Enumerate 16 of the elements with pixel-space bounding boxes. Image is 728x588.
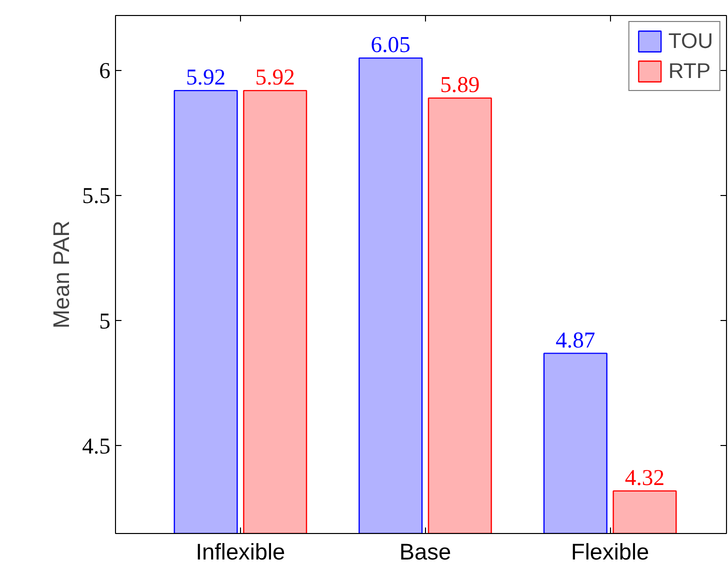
x-tick-label: Flexible (571, 538, 650, 564)
data-label: 4.32 (624, 464, 665, 490)
legend-label: TOU (668, 28, 713, 54)
data-label: 4.87 (556, 327, 596, 352)
x-tick-label: Base (399, 538, 452, 564)
y-tick-label: 5 (99, 308, 110, 334)
y-tick-label: 4.5 (82, 433, 111, 458)
data-label: 6.05 (370, 32, 410, 58)
y-axis-title: Mean PAR (48, 220, 74, 328)
data-label: 5.92 (255, 64, 295, 90)
data-label: 5.89 (440, 72, 480, 98)
data-label: 5.92 (186, 64, 226, 90)
x-tick-label: Inflexible (196, 538, 286, 564)
y-tick-label: 6 (99, 58, 110, 84)
legend-label: RTP (668, 58, 711, 84)
y-tick-label: 5.5 (82, 183, 111, 208)
